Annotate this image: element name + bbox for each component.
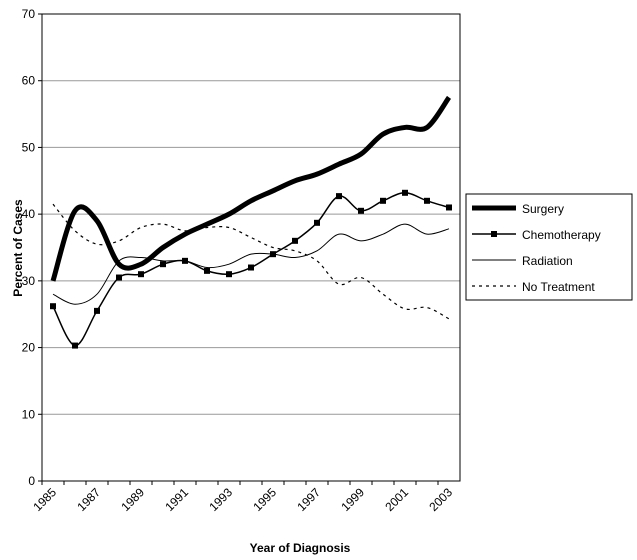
y-tick-label: 20 [22,341,36,355]
data-point [446,204,452,211]
plot-frame [41,13,461,482]
x-tick-label: 1987 [74,485,103,514]
series-line [52,223,450,305]
x-tick-label: 1997 [294,485,323,514]
y-tick-label: 0 [28,474,35,488]
data-point [72,342,78,349]
legend-label: Surgery [522,202,564,216]
data-point [424,197,430,204]
y-tick-label: 30 [22,274,36,288]
data-point [116,274,122,281]
series-line [52,203,450,320]
data-point [94,307,100,314]
legend-box [465,193,633,301]
y-tick-label: 40 [22,207,36,221]
x-tick-label: 2003 [426,485,455,514]
series-line [50,95,452,282]
data-point [314,219,320,226]
legend-label: No Treatment [522,280,595,294]
data-point [292,237,298,244]
data-point [380,197,386,204]
data-point [160,261,166,268]
x-tick-label: 1995 [250,485,279,514]
y-tick-label: 60 [22,74,36,88]
data-point [402,189,408,196]
x-tick-label: 1999 [338,485,367,514]
data-point [50,303,56,310]
data-point [248,264,254,271]
y-tick-label: 50 [22,140,36,154]
x-tick-label: 1993 [206,485,235,514]
legend-label: Chemotherapy [522,228,601,242]
legend-marker [491,231,497,237]
legend-label: Radiation [522,254,573,268]
data-point [138,271,144,278]
data-point [226,271,232,278]
data-point [358,207,364,214]
y-tick-label: 10 [22,407,36,421]
x-tick-label: 1985 [30,485,59,514]
x-tick-label: 1991 [162,485,191,514]
y-axis-label: Percent of Cases [11,199,25,297]
x-tick-label: 2001 [382,485,411,514]
x-tick-label: 1989 [118,485,147,514]
data-point [336,193,342,200]
y-tick-label: 70 [22,7,36,21]
x-axis-label: Year of Diagnosis [250,541,351,555]
data-point [204,267,210,274]
